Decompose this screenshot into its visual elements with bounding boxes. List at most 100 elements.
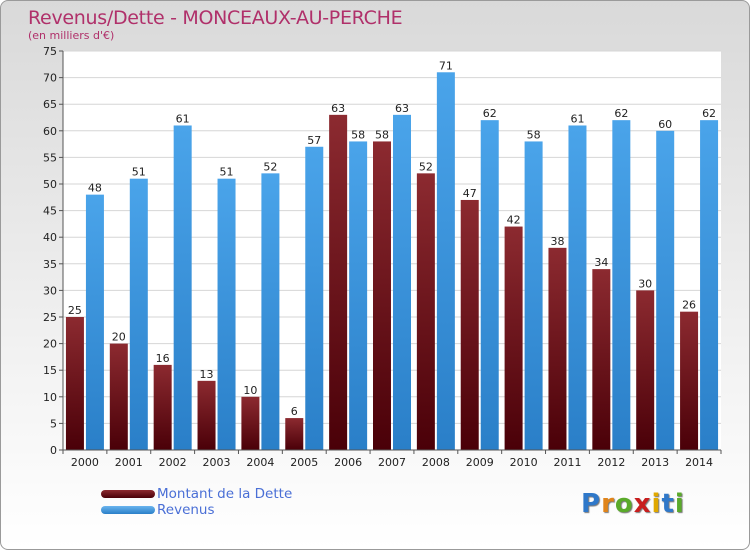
y-tick-label: 5: [50, 417, 57, 430]
gridlines: [63, 50, 721, 451]
legend-swatch-dette: [101, 490, 155, 498]
bar-revenus: [480, 120, 499, 450]
data-label-dette: 20: [112, 331, 126, 344]
bar-dette: [285, 418, 304, 450]
x-tick-label: 2000: [71, 456, 99, 469]
data-label-revenus: 71: [439, 59, 453, 72]
data-label-dette: 10: [243, 384, 257, 397]
bar-revenus: [217, 178, 236, 450]
logo-letter: P: [581, 489, 602, 519]
data-labels: 25 48 20 51 16 61 13 51 10 52 6 57 63 58 58 63 52 71 47 62 4…: [68, 59, 716, 418]
y-tick-label: 45: [43, 205, 57, 218]
data-label-dette: 13: [200, 368, 214, 381]
logo-letter: r: [601, 489, 615, 519]
data-label-revenus: 52: [263, 160, 277, 173]
bar-revenus: [568, 125, 587, 450]
data-label-dette: 52: [419, 160, 433, 173]
x-tick-label: 2004: [246, 456, 274, 469]
bar-revenus: [524, 141, 543, 450]
bar-dette: [153, 364, 172, 450]
y-tick-label: 30: [43, 284, 57, 297]
y-tick-label: 35: [43, 258, 57, 271]
legend-label-dette: Montant de la Dette: [157, 486, 293, 502]
x-tick-label: 2006: [334, 456, 362, 469]
data-label-dette: 25: [68, 304, 82, 317]
logo-letter: x: [633, 489, 652, 519]
y-tick-label: 0: [50, 444, 57, 457]
data-label-dette: 16: [156, 352, 170, 365]
legend-label-revenus: Revenus: [157, 502, 215, 518]
data-label-revenus: 62: [483, 107, 497, 120]
bar-revenus: [261, 173, 280, 451]
x-tick-label: 2002: [159, 456, 187, 469]
logo-letter: i: [651, 489, 662, 519]
y-tick-label: 55: [43, 151, 57, 164]
bar-dette: [65, 317, 84, 450]
y-tick-label: 50: [43, 178, 57, 191]
data-label-dette: 63: [331, 102, 345, 115]
bar-dette: [241, 396, 260, 450]
x-tick-label: 2008: [422, 456, 450, 469]
bar-dette: [416, 173, 435, 451]
x-tick-label: 2014: [685, 456, 713, 469]
axes: 0 5 10 15 20 25 30 35 40 45 50 55 60 65 70 75 2000 2001 20…: [43, 45, 722, 469]
bars: [65, 72, 719, 451]
data-label-revenus: 51: [220, 166, 234, 179]
data-label-revenus: 58: [351, 128, 365, 141]
x-tick-label: 2011: [553, 456, 581, 469]
x-tick-label: 2001: [115, 456, 143, 469]
bar-revenus: [393, 114, 411, 450]
bar-dette: [329, 114, 348, 450]
bar-dette: [373, 141, 391, 450]
proxiti-logo: Proxiti: [581, 489, 685, 519]
bar-revenus: [436, 72, 455, 450]
legend-swatch-revenus: [101, 506, 155, 514]
bar-dette: [197, 380, 216, 450]
bar-dette: [109, 343, 128, 450]
bar-revenus: [349, 141, 368, 450]
data-label-dette: 6: [291, 405, 298, 418]
bar-dette: [680, 311, 699, 450]
bar-revenus: [656, 130, 675, 451]
x-tick-label: 2007: [378, 456, 406, 469]
data-label-revenus: 60: [658, 118, 672, 131]
x-tick-label: 2013: [641, 456, 669, 469]
y-tick-label: 40: [43, 231, 57, 244]
logo-letter: t: [661, 489, 675, 519]
x-tick-label: 2010: [510, 456, 538, 469]
bar-revenus: [305, 146, 324, 450]
logo-letter: o: [614, 489, 634, 519]
x-tick-label: 2012: [597, 456, 625, 469]
x-tick-label: 2003: [203, 456, 231, 469]
data-label-dette: 38: [550, 235, 564, 248]
data-label-dette: 47: [463, 187, 477, 200]
data-label-revenus: 63: [395, 102, 409, 115]
bar-dette: [548, 247, 567, 450]
y-tick-label: 25: [43, 311, 57, 324]
y-tick-label: 20: [43, 338, 57, 351]
data-label-revenus: 62: [614, 107, 628, 120]
data-label-dette: 58: [375, 128, 389, 141]
bar-dette: [592, 269, 611, 450]
y-tick-label: 70: [43, 72, 57, 85]
data-label-dette: 30: [638, 277, 652, 290]
logo-letter: i: [674, 489, 685, 519]
data-label-revenus: 51: [132, 166, 146, 179]
data-label-revenus: 62: [702, 107, 716, 120]
data-label-dette: 42: [507, 214, 521, 227]
y-tick-label: 75: [43, 45, 57, 58]
data-label-revenus: 61: [176, 112, 190, 125]
data-label-revenus: 61: [570, 112, 584, 125]
bar-dette: [504, 226, 523, 450]
bar-revenus: [173, 125, 192, 450]
bar-revenus: [612, 120, 631, 450]
x-tick-label: 2005: [290, 456, 318, 469]
bar-dette: [636, 290, 655, 450]
data-label-revenus: 57: [307, 134, 321, 147]
chart-subtitle: (en milliers d'€): [28, 29, 115, 42]
data-label-revenus: 58: [527, 128, 541, 141]
bar-dette: [460, 199, 479, 450]
bar-revenus: [700, 120, 719, 450]
